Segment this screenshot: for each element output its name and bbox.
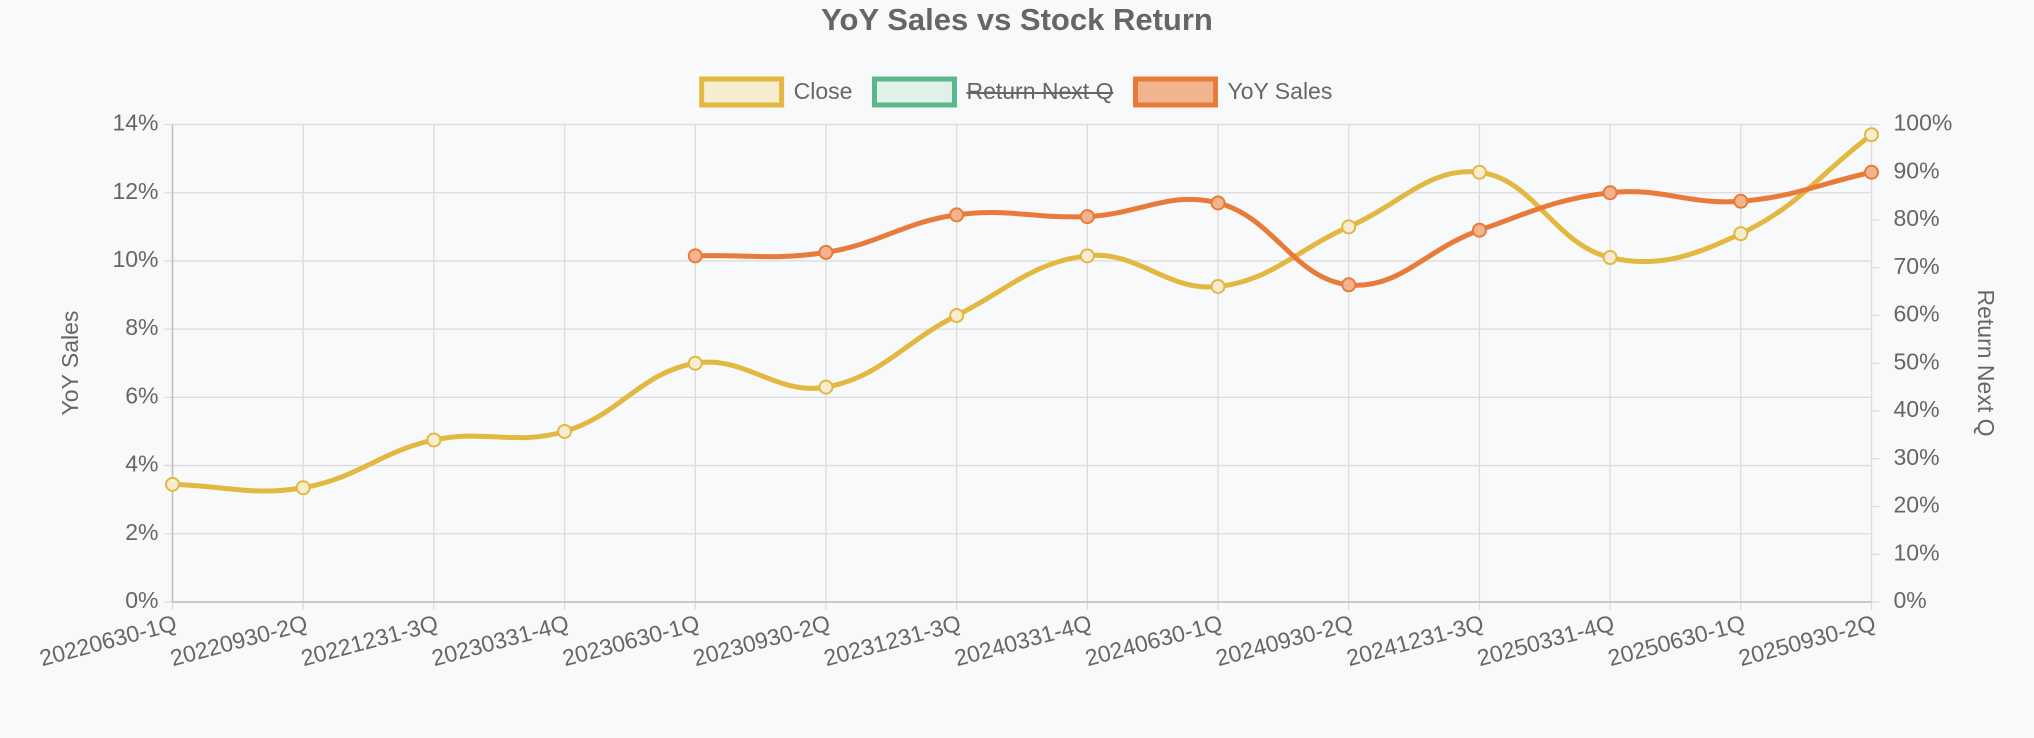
x-tick-label: 20230930-2Q — [690, 610, 833, 672]
x-tick-label: 20221231-3Q — [298, 610, 441, 672]
y-tick-label: 2% — [125, 519, 158, 545]
y2-tick-label: 30% — [1894, 444, 1940, 470]
data-point — [687, 248, 703, 264]
x-tick-label: 20250930-2Q — [1736, 610, 1879, 672]
legend-label: Return Next Q — [966, 78, 1113, 104]
y2-tick-label: 70% — [1894, 253, 1940, 279]
y2-tick-label: 20% — [1894, 492, 1940, 518]
chart-title: YoY Sales vs Stock Return — [821, 2, 1213, 37]
x-tick-label: 20231231-3Q — [821, 610, 964, 672]
data-point — [1602, 250, 1618, 266]
y2-axis-title: Return Next Q — [1973, 290, 1999, 437]
y-tick-label: 0% — [125, 587, 158, 613]
data-point — [1471, 164, 1487, 180]
y2-tick-label: 10% — [1894, 539, 1940, 565]
data-point — [1864, 127, 1879, 143]
data-point — [1210, 279, 1226, 295]
y-axis-title: YoY Sales — [57, 311, 83, 416]
y2-tick-label: 60% — [1894, 301, 1940, 327]
legend-swatch — [871, 76, 957, 108]
series-line — [695, 169, 1873, 288]
data-point — [1864, 164, 1879, 180]
data-point — [1733, 193, 1749, 209]
x-tick-label: 20220630-1Q — [37, 610, 180, 672]
data-point — [426, 432, 442, 448]
legend-swatch — [1132, 76, 1218, 108]
data-point — [1079, 209, 1095, 225]
data-point — [1079, 248, 1095, 264]
data-point — [818, 379, 834, 395]
x-tick-label: 20250331-4Q — [1474, 610, 1617, 672]
data-point — [165, 476, 180, 492]
y-tick-label: 10% — [112, 246, 158, 272]
x-tick-label: 20220930-2Q — [167, 610, 310, 672]
y2-tick-label: 0% — [1894, 587, 1927, 613]
data-point — [295, 480, 311, 496]
legend-label: YoY Sales — [1227, 78, 1332, 104]
x-tick-label: 20250630-1Q — [1605, 610, 1748, 672]
y-tick-label: 6% — [125, 382, 158, 408]
legend: Close Return Next Q YoY Sales — [699, 76, 1332, 108]
y-tick-label: 12% — [112, 178, 158, 204]
y2-tick-label: 100% — [1894, 110, 1953, 136]
data-point — [949, 308, 965, 323]
data-point — [818, 244, 834, 260]
y2-tick-label: 90% — [1894, 157, 1940, 183]
y-tick-label: 14% — [112, 110, 158, 136]
data-point — [1341, 219, 1357, 235]
y2-tick-label: 50% — [1894, 348, 1940, 374]
y-tick-label: 8% — [125, 314, 158, 340]
data-point — [687, 355, 703, 371]
legend-item: Close — [699, 76, 853, 108]
data-point — [1210, 195, 1226, 211]
series-line — [172, 132, 1874, 494]
x-tick-label: 20240331-4Q — [952, 610, 1095, 672]
data-point — [949, 207, 965, 223]
data-point — [1602, 185, 1618, 201]
data-point — [1471, 222, 1487, 238]
x-tick-label: 20241231-3Q — [1344, 610, 1487, 672]
x-tick-label: 20230331-4Q — [429, 610, 572, 672]
x-tick-label: 20240930-2Q — [1213, 610, 1356, 672]
data-point — [1733, 226, 1749, 242]
y-tick-label: 4% — [125, 451, 158, 477]
legend-label: Close — [794, 78, 853, 104]
data-point — [557, 423, 573, 439]
legend-item: Return Next Q — [871, 76, 1114, 108]
legend-item: YoY Sales — [1132, 76, 1332, 108]
x-tick-label: 20240630-1Q — [1082, 610, 1225, 672]
legend-swatch — [699, 76, 785, 108]
x-tick-label: 20230630-1Q — [560, 610, 703, 672]
y2-tick-label: 40% — [1894, 396, 1940, 422]
y2-tick-label: 80% — [1894, 205, 1940, 231]
data-point — [1341, 277, 1357, 293]
